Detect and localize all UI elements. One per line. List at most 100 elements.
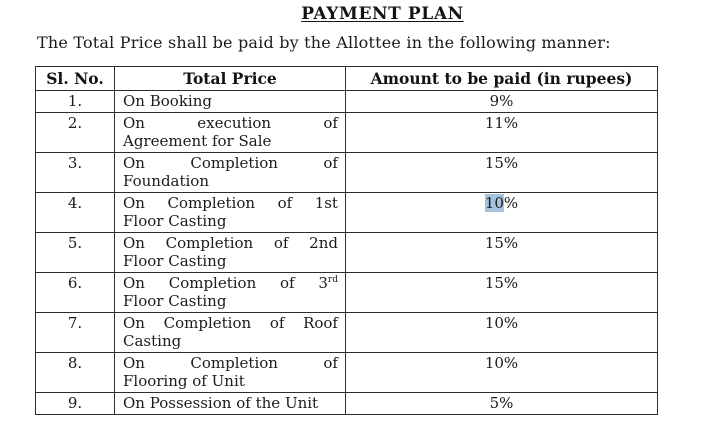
total-price-cell: On Booking bbox=[114, 90, 346, 113]
price-word: Casting bbox=[123, 332, 182, 350]
sl-no-cell: 9. bbox=[35, 392, 115, 415]
total-price-cell: On execution of Agreement for Sale bbox=[114, 112, 346, 153]
payment-plan-table: Sl. No. Total Price Amount to be paid (i… bbox=[35, 66, 658, 415]
price-word: of bbox=[236, 394, 251, 412]
price-line: On execution of bbox=[123, 114, 338, 132]
payment-table-body: 1. On Booking 9% 2. On execution of Agreement f… bbox=[35, 90, 658, 415]
amount-cell: 15% bbox=[345, 152, 658, 193]
header-amount: Amount to be paid (in rupees) bbox=[345, 66, 658, 91]
price-word: Floor bbox=[123, 252, 164, 270]
price-word: Foundation bbox=[123, 172, 210, 190]
sl-no-cell: 1. bbox=[35, 90, 115, 113]
price-word: On bbox=[123, 92, 145, 110]
total-price-cell: On Completion of 3rd Floor Casting bbox=[114, 272, 346, 313]
amount-cell: 15% bbox=[345, 272, 658, 313]
amount-cell: 10% bbox=[345, 352, 658, 393]
price-line: Floor Casting bbox=[123, 252, 338, 270]
sl-no-cell: 3. bbox=[35, 152, 115, 193]
price-word: Booking bbox=[149, 92, 212, 110]
price-word: of bbox=[192, 372, 207, 390]
price-word: Flooring bbox=[123, 372, 188, 390]
intro-text: The Total Price shall be paid by the All… bbox=[37, 33, 611, 52]
selection-highlight: 10 bbox=[484, 194, 504, 212]
price-word: Completion bbox=[190, 354, 278, 372]
price-word: of bbox=[323, 114, 338, 132]
price-line: On Completion of Roof bbox=[123, 314, 338, 332]
price-word: Unit bbox=[284, 394, 319, 412]
price-line: On Completion of bbox=[123, 154, 338, 172]
sl-no-cell: 7. bbox=[35, 312, 115, 353]
price-word: On bbox=[123, 314, 145, 332]
total-price-cell: On Completion of Roof Casting bbox=[114, 312, 346, 353]
price-line: On Completion of bbox=[123, 354, 338, 372]
price-word: Possession bbox=[149, 394, 232, 412]
table-row: 8. On Completion of Flooring of Unit 10% bbox=[35, 352, 658, 393]
price-word: of bbox=[277, 194, 293, 212]
table-row: 2. On execution of Agreement for Sale 11% bbox=[35, 112, 658, 153]
total-price-cell: On Completion of Foundation bbox=[114, 152, 346, 193]
amount-cell: 9% bbox=[345, 90, 658, 113]
price-word: of bbox=[273, 234, 289, 252]
price-line: On Completion of 2nd bbox=[123, 234, 338, 252]
sl-no-cell: 2. bbox=[35, 112, 115, 153]
price-word: On bbox=[123, 194, 145, 212]
price-word: of bbox=[323, 354, 338, 372]
table-row: 9. On Possession of the Unit 5% bbox=[35, 392, 658, 415]
price-word: Casting bbox=[168, 212, 227, 230]
table-row: 4. On Completion of 1st Floor Casting 10% bbox=[35, 192, 658, 233]
price-word: On bbox=[123, 154, 145, 172]
total-price-cell: On Completion of Flooring of Unit bbox=[114, 352, 346, 393]
sl-no-cell: 5. bbox=[35, 232, 115, 273]
price-line: Foundation bbox=[123, 172, 338, 190]
table-row: 1. On Booking 9% bbox=[35, 90, 658, 113]
price-word: 1st bbox=[314, 194, 338, 212]
price-word: On bbox=[123, 394, 145, 412]
document-page: PAYMENT PLAN The Total Price shall be pa… bbox=[0, 4, 720, 432]
table-row: 7. On Completion of Roof Casting 10% bbox=[35, 312, 658, 353]
price-word: On bbox=[123, 274, 145, 292]
table-row: 3. On Completion of Foundation 15% bbox=[35, 152, 658, 193]
price-word: Casting bbox=[168, 292, 227, 310]
price-line: Agreement for Sale bbox=[123, 132, 338, 150]
table-row: 6. On Completion of 3rd Floor Casting 15% bbox=[35, 272, 658, 313]
table-header-row: Sl. No. Total Price Amount to be paid (i… bbox=[35, 66, 658, 91]
price-line: On Possession of the Unit bbox=[123, 394, 338, 412]
price-word: of bbox=[269, 314, 285, 332]
price-word: of bbox=[323, 154, 338, 172]
price-line: On Completion of 1st bbox=[123, 194, 338, 212]
price-word: On bbox=[123, 234, 145, 252]
price-line: Floor Casting bbox=[123, 292, 338, 310]
price-word: for bbox=[211, 132, 234, 150]
price-word: Completion bbox=[165, 234, 254, 252]
price-word: On bbox=[123, 354, 145, 372]
ordinal-superscript: rd bbox=[327, 275, 338, 285]
amount-cell: 10% bbox=[345, 192, 658, 233]
price-word: Roof bbox=[303, 314, 338, 332]
amount-cell: 10% bbox=[345, 312, 658, 353]
price-line: Floor Casting bbox=[123, 212, 338, 230]
price-word: Completion bbox=[190, 154, 278, 172]
price-word: Agreement bbox=[123, 132, 208, 150]
price-line: Flooring of Unit bbox=[123, 372, 338, 390]
total-price-cell: On Possession of the Unit bbox=[114, 392, 346, 415]
total-price-cell: On Completion of 2nd Floor Casting bbox=[114, 232, 346, 273]
price-word: Completion bbox=[168, 274, 257, 292]
price-word: of bbox=[280, 274, 295, 292]
price-line: Casting bbox=[123, 332, 338, 350]
price-line: On Completion of 3rd bbox=[123, 274, 338, 292]
price-word: the bbox=[255, 394, 281, 412]
price-word: Sale bbox=[238, 132, 272, 150]
sl-no-cell: 6. bbox=[35, 272, 115, 313]
price-word: Floor bbox=[123, 292, 164, 310]
sl-no-cell: 4. bbox=[35, 192, 115, 233]
price-line: On Booking bbox=[123, 92, 338, 110]
price-word: execution bbox=[197, 114, 272, 132]
price-word: Completion bbox=[167, 194, 256, 212]
amount-cell: 15% bbox=[345, 232, 658, 273]
price-word: 3rd bbox=[318, 274, 338, 292]
price-word: On bbox=[123, 114, 145, 132]
price-word: 2nd bbox=[309, 234, 338, 252]
header-total-price: Total Price bbox=[114, 66, 346, 91]
price-word: Unit bbox=[211, 372, 245, 390]
price-word: Casting bbox=[168, 252, 227, 270]
